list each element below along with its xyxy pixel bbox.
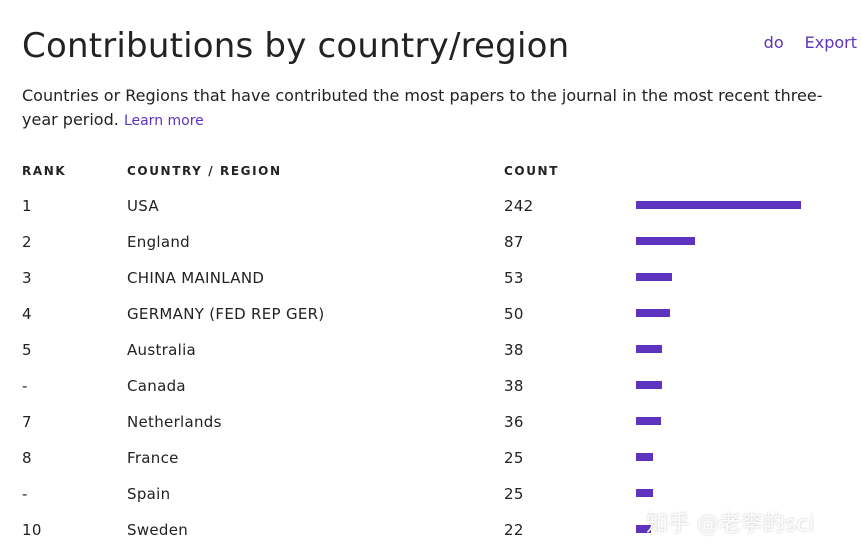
count-cell: 50 <box>504 305 524 323</box>
bar-track <box>636 417 801 425</box>
rank-column-header: RANK <box>22 164 67 178</box>
country-cell: Netherlands <box>127 413 222 431</box>
count-bar <box>636 381 662 389</box>
count-cell: 53 <box>504 269 524 287</box>
export-button[interactable]: do Export <box>764 33 857 52</box>
country-cell: France <box>127 449 179 467</box>
country-cell: Sweden <box>127 521 189 539</box>
watermark: 知乎 @老李的sci <box>646 512 815 537</box>
bar-track <box>636 273 801 281</box>
rank-cell: 8 <box>22 449 32 467</box>
count-bar <box>636 489 653 497</box>
rank-cell: 10 <box>22 521 42 539</box>
table-row: 3 CHINA MAINLAND 53 <box>0 260 861 296</box>
count-cell: 36 <box>504 413 524 431</box>
bar-track <box>636 309 801 317</box>
rank-cell: - <box>22 377 28 395</box>
count-cell: 242 <box>504 197 534 215</box>
bar-track <box>636 345 801 353</box>
rank-cell: 3 <box>22 269 32 287</box>
country-cell: England <box>127 233 190 251</box>
count-bar <box>636 201 801 209</box>
table-row: 4 GERMANY (FED REP GER) 50 <box>0 296 861 332</box>
rank-cell: - <box>22 485 28 503</box>
table-row: 1 USA 242 <box>0 188 861 224</box>
table-row: 2 England 87 <box>0 224 861 260</box>
table-row: 8 France 25 <box>0 440 861 476</box>
download-icon: do <box>763 33 800 52</box>
bar-track <box>636 237 801 245</box>
table-row: 7 Netherlands 36 <box>0 404 861 440</box>
rank-cell: 2 <box>22 233 32 251</box>
count-bar <box>636 525 651 533</box>
count-bar <box>636 417 661 425</box>
bar-track <box>636 525 801 533</box>
rank-cell: 7 <box>22 413 32 431</box>
country-cell: USA <box>127 197 159 215</box>
country-cell: Canada <box>127 377 186 395</box>
count-cell: 22 <box>504 521 524 539</box>
count-bar <box>636 237 696 245</box>
count-cell: 25 <box>504 485 524 503</box>
count-cell: 25 <box>504 449 524 467</box>
country-cell: GERMANY (FED REP GER) <box>127 305 325 323</box>
page-title: Contributions by country/region <box>22 26 570 66</box>
description-text: Countries or Regions that have contribut… <box>22 86 823 129</box>
rank-cell: 5 <box>22 341 32 359</box>
rank-cell: 4 <box>22 305 32 323</box>
bar-track <box>636 453 801 461</box>
count-column-header: COUNT <box>504 164 559 178</box>
count-bar <box>636 273 673 281</box>
country-column-header: COUNTRY / REGION <box>127 164 282 178</box>
export-label: Export <box>804 33 857 52</box>
count-bar <box>636 309 671 317</box>
description: Countries or Regions that have contribut… <box>22 84 852 133</box>
table-header: RANK COUNTRY / REGION COUNT <box>0 164 861 178</box>
count-cell: 38 <box>504 341 524 359</box>
country-cell: Spain <box>127 485 171 503</box>
table-row: 10 Sweden 22 <box>0 512 861 548</box>
table-row: 5 Australia 38 <box>0 332 861 368</box>
rank-cell: 1 <box>22 197 32 215</box>
bar-track <box>636 381 801 389</box>
table-body: 1 USA 242 2 England 87 3 CHINA MAINLAND 53 4 GERMA… <box>0 188 861 548</box>
count-cell: 38 <box>504 377 524 395</box>
learn-more-link[interactable]: Learn more <box>123 113 204 129</box>
country-cell: Australia <box>127 341 197 359</box>
country-cell: CHINA MAINLAND <box>127 269 265 287</box>
count-cell: 87 <box>504 233 524 251</box>
bar-track <box>636 201 801 209</box>
count-bar <box>636 345 662 353</box>
count-bar <box>636 453 653 461</box>
bar-track <box>636 489 801 497</box>
table-row: - Spain 25 <box>0 476 861 512</box>
table-row: - Canada 38 <box>0 368 861 404</box>
